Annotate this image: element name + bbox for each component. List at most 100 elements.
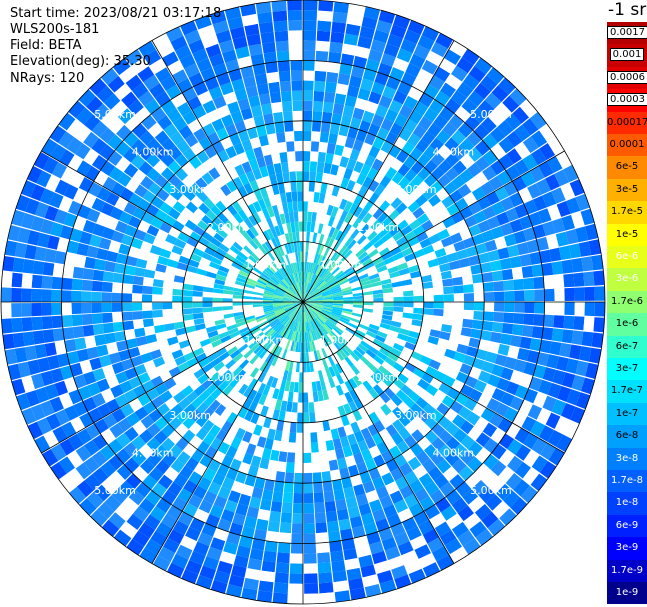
- heatmap-cell: [121, 234, 134, 246]
- heatmap-cell: [50, 443, 67, 461]
- heatmap-cell: [181, 569, 199, 584]
- heatmap-cell: [299, 292, 303, 302]
- heatmap-cell: [341, 359, 351, 370]
- heatmap-cell: [389, 367, 401, 378]
- heatmap-cell: [372, 313, 383, 319]
- heatmap-cell: [357, 343, 369, 353]
- heatmap-cell: [279, 281, 288, 290]
- heatmap-cell: [343, 403, 353, 415]
- heatmap-cell: [363, 6, 380, 20]
- heatmap-cell: [343, 424, 354, 436]
- heatmap-cell: [339, 394, 348, 406]
- heatmap-cell: [86, 96, 103, 114]
- heatmap-cell: [282, 278, 291, 287]
- heatmap-cell: [210, 537, 226, 551]
- heatmap-cell: [121, 358, 134, 371]
- heatmap-cell: [84, 439, 100, 456]
- heatmap-cell: [294, 372, 300, 383]
- heatmap-cell: [139, 498, 156, 514]
- heatmap-cell: [547, 430, 564, 447]
- heatmap-cell: [108, 454, 124, 471]
- heatmap-cell: [209, 154, 222, 167]
- heatmap-cell: [118, 349, 131, 362]
- heatmap-cell: [223, 313, 235, 319]
- heatmap-cell: [163, 323, 175, 332]
- heatmap-cell: [209, 399, 221, 412]
- heatmap-cell: [413, 101, 429, 116]
- heatmap-cell: [419, 355, 432, 366]
- heatmap-cell: [263, 305, 274, 309]
- heatmap-cell: [184, 133, 199, 148]
- heatmap-cell: [371, 550, 387, 565]
- heatmap-cell: [488, 109, 505, 127]
- heatmap-cell: [128, 489, 145, 506]
- heatmap-cell: [71, 302, 82, 315]
- heatmap-cell: [363, 352, 374, 363]
- heatmap-cell: [213, 495, 228, 509]
- heatmap-cell: [342, 146, 353, 159]
- heatmap-cell: [494, 354, 508, 367]
- heatmap-cell: [379, 428, 391, 442]
- heatmap-cell: [198, 499, 213, 514]
- heatmap-cell: [123, 163, 139, 178]
- heatmap-cell: [529, 251, 542, 265]
- heatmap-cell: [474, 504, 492, 521]
- heatmap-cell: [360, 564, 376, 578]
- heatmap-cell: [170, 35, 188, 51]
- heatmap-cell: [422, 281, 434, 289]
- heatmap-cell: [324, 91, 336, 103]
- heatmap-cell: [449, 189, 463, 203]
- heatmap-cell: [370, 373, 382, 384]
- heatmap-cell: [358, 197, 369, 209]
- heatmap-cell: [505, 381, 520, 396]
- heatmap-cell: [284, 472, 294, 483]
- heatmap-cell: [310, 307, 320, 315]
- heatmap-cell: [449, 333, 461, 344]
- heatmap-cell: [292, 273, 297, 284]
- heatmap-cell: [319, 268, 327, 278]
- heatmap-cell: [155, 522, 173, 538]
- heatmap-cell: [313, 340, 319, 351]
- heatmap-cell: [178, 397, 191, 410]
- heatmap-cell: [50, 462, 67, 480]
- heatmap-cell: [262, 303, 273, 307]
- heatmap-cell: [229, 155, 241, 168]
- heatmap-cell: [363, 403, 375, 416]
- heatmap-cell: [108, 166, 124, 182]
- heatmap-cell: [317, 255, 324, 266]
- heatmap-cell: [259, 361, 268, 372]
- heatmap-cell: [446, 513, 463, 530]
- heatmap-cell: [283, 296, 294, 300]
- heatmap-cell: [309, 361, 314, 373]
- heatmap-cell: [61, 290, 72, 302]
- heatmap-cell: [583, 271, 595, 287]
- heatmap-cell: [483, 282, 494, 292]
- heatmap-cell: [132, 319, 144, 329]
- heatmap-cell: [132, 530, 150, 547]
- heatmap-cell: [27, 166, 43, 184]
- heatmap-cell: [444, 137, 459, 152]
- heatmap-cell: [268, 280, 278, 287]
- heatmap-cell: [285, 191, 293, 203]
- heatmap-cell: [242, 13, 258, 27]
- heatmap-cell: [355, 266, 366, 275]
- heatmap-cell: [373, 297, 384, 302]
- heatmap-cell: [278, 313, 288, 321]
- heatmap-cell: [352, 307, 364, 312]
- heatmap-cell: [303, 302, 307, 312]
- heatmap-cell: [286, 371, 292, 382]
- heatmap-cell: [362, 212, 373, 224]
- heatmap-cell: [262, 339, 272, 349]
- heatmap-cell: [422, 528, 439, 544]
- heatmap-cell: [475, 348, 488, 361]
- heatmap-cell: [304, 593, 319, 604]
- heatmap-cell: [146, 224, 160, 237]
- heatmap-cell: [203, 556, 219, 571]
- heatmap-cell: [274, 357, 282, 368]
- heatmap-cell: [368, 467, 381, 481]
- heatmap-cell: [183, 277, 195, 285]
- heatmap-cell: [76, 480, 94, 498]
- heatmap-cell: [374, 183, 386, 196]
- heatmap-cell: [232, 36, 248, 50]
- heatmap-cell: [309, 171, 317, 182]
